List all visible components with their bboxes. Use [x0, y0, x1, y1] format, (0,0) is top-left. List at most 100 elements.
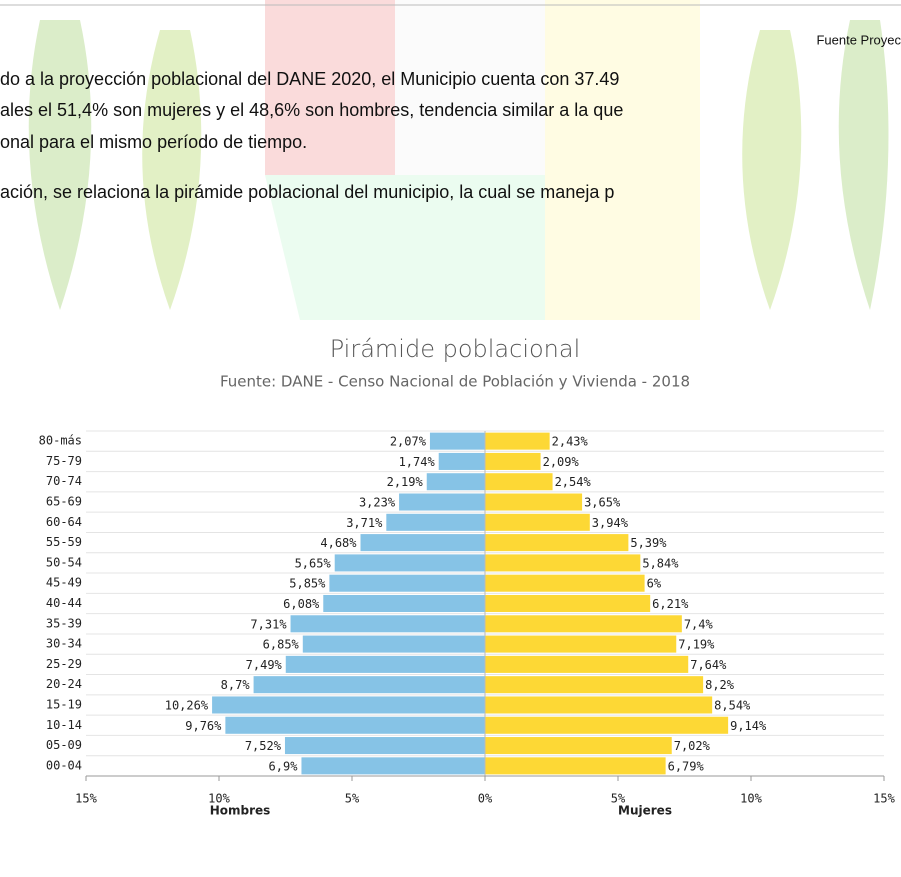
value-label: 2,07% [390, 435, 427, 449]
category-label: 45-49 [46, 576, 82, 590]
value-label: 7,4% [684, 617, 714, 631]
value-label: 7,64% [690, 658, 727, 672]
value-label: 7,49% [246, 658, 283, 672]
bar [386, 514, 485, 531]
bar [485, 676, 703, 693]
bar [485, 717, 728, 734]
value-label: 7,19% [678, 638, 715, 652]
value-label: 2,09% [543, 455, 580, 469]
bar [361, 534, 485, 551]
category-label: 55-59 [46, 535, 82, 549]
value-label: 3,23% [359, 496, 396, 510]
value-label: 3,65% [584, 496, 621, 510]
chart-title: Pirámide poblacional [330, 335, 581, 363]
bar [485, 554, 640, 571]
bar [485, 514, 590, 531]
value-label: 6,9% [269, 759, 299, 773]
value-label: 9,14% [730, 719, 767, 733]
category-label: 20-24 [46, 677, 82, 691]
bar [439, 453, 485, 470]
bar [485, 595, 650, 612]
x-tick-label: 10% [740, 792, 762, 806]
bar [485, 696, 712, 713]
value-label: 7,02% [674, 739, 711, 753]
x-tick-label: 15% [873, 792, 895, 806]
value-label: 9,76% [185, 719, 222, 733]
value-label: 5,85% [289, 577, 326, 591]
category-label: 30-34 [46, 637, 82, 651]
bar [301, 757, 485, 774]
bar [485, 575, 645, 592]
bar [485, 636, 676, 653]
bar [225, 717, 485, 734]
bar [329, 575, 485, 592]
bar [335, 554, 485, 571]
bar [485, 473, 553, 490]
bar [485, 656, 688, 673]
bar [427, 473, 485, 490]
bar [285, 737, 485, 754]
category-label: 10-14 [46, 718, 82, 732]
category-label: 15-19 [46, 697, 82, 711]
bar [485, 453, 541, 470]
value-label: 6,85% [263, 638, 300, 652]
bar [485, 615, 682, 632]
bar [430, 433, 485, 450]
axis-name: Mujeres [618, 804, 672, 818]
bar [291, 615, 485, 632]
chart-subtitle: Fuente: DANE - Censo Nacional de Poblaci… [220, 373, 690, 391]
value-label: 2,54% [555, 475, 592, 489]
value-label: 2,43% [552, 435, 589, 449]
value-label: 5,84% [642, 556, 679, 570]
x-tick-label: 5% [345, 792, 360, 806]
bar [212, 696, 485, 713]
value-label: 3,71% [346, 516, 383, 530]
value-label: 6,79% [668, 759, 705, 773]
bar [254, 676, 485, 693]
value-label: 6% [647, 577, 662, 591]
page: Fuente Proyec do a la proyección poblaci… [0, 0, 901, 877]
x-tick-label: 15% [75, 792, 97, 806]
bar [286, 656, 485, 673]
category-label: 60-64 [46, 515, 82, 529]
bar [485, 757, 666, 774]
paragraph-line: ales el 51,4% son mujeres y el 48,6% son… [0, 100, 623, 120]
paragraph-line: do a la proyección poblacional del DANE … [0, 69, 619, 89]
value-label: 7,31% [250, 617, 287, 631]
category-label: 75-79 [46, 454, 82, 468]
value-label: 6,21% [652, 597, 689, 611]
category-label: 00-04 [46, 758, 82, 772]
bar [399, 494, 485, 511]
bar [323, 595, 485, 612]
bar [485, 737, 672, 754]
value-label: 3,94% [592, 516, 629, 530]
value-label: 8,2% [705, 678, 735, 692]
bar [485, 433, 550, 450]
value-label: 2,19% [387, 475, 424, 489]
bar [485, 534, 628, 551]
axis-name: Hombres [210, 804, 271, 818]
value-label: 7,52% [245, 739, 282, 753]
category-label: 65-69 [46, 495, 82, 509]
x-tick-label: 0% [478, 792, 493, 806]
category-label: 70-74 [46, 474, 82, 488]
value-label: 4,68% [320, 536, 357, 550]
value-label: 5,39% [630, 536, 667, 550]
value-label: 10,26% [165, 698, 209, 712]
bar [303, 636, 485, 653]
category-label: 80-más [39, 434, 82, 448]
watermark [0, 0, 901, 320]
value-label: 8,7% [221, 678, 251, 692]
value-label: 6,08% [283, 597, 320, 611]
bar [485, 494, 582, 511]
value-label: 5,65% [295, 556, 332, 570]
shield-yellow [545, 0, 700, 320]
category-label: 25-29 [46, 657, 82, 671]
paragraph-line: ación, se relaciona la pirámide poblacio… [0, 182, 614, 202]
category-label: 50-54 [46, 555, 82, 569]
category-label: 05-09 [46, 738, 82, 752]
value-label: 8,54% [714, 698, 751, 712]
value-label: 1,74% [399, 455, 436, 469]
category-label: 40-44 [46, 596, 82, 610]
source-note: Fuente Proyec [816, 32, 901, 47]
